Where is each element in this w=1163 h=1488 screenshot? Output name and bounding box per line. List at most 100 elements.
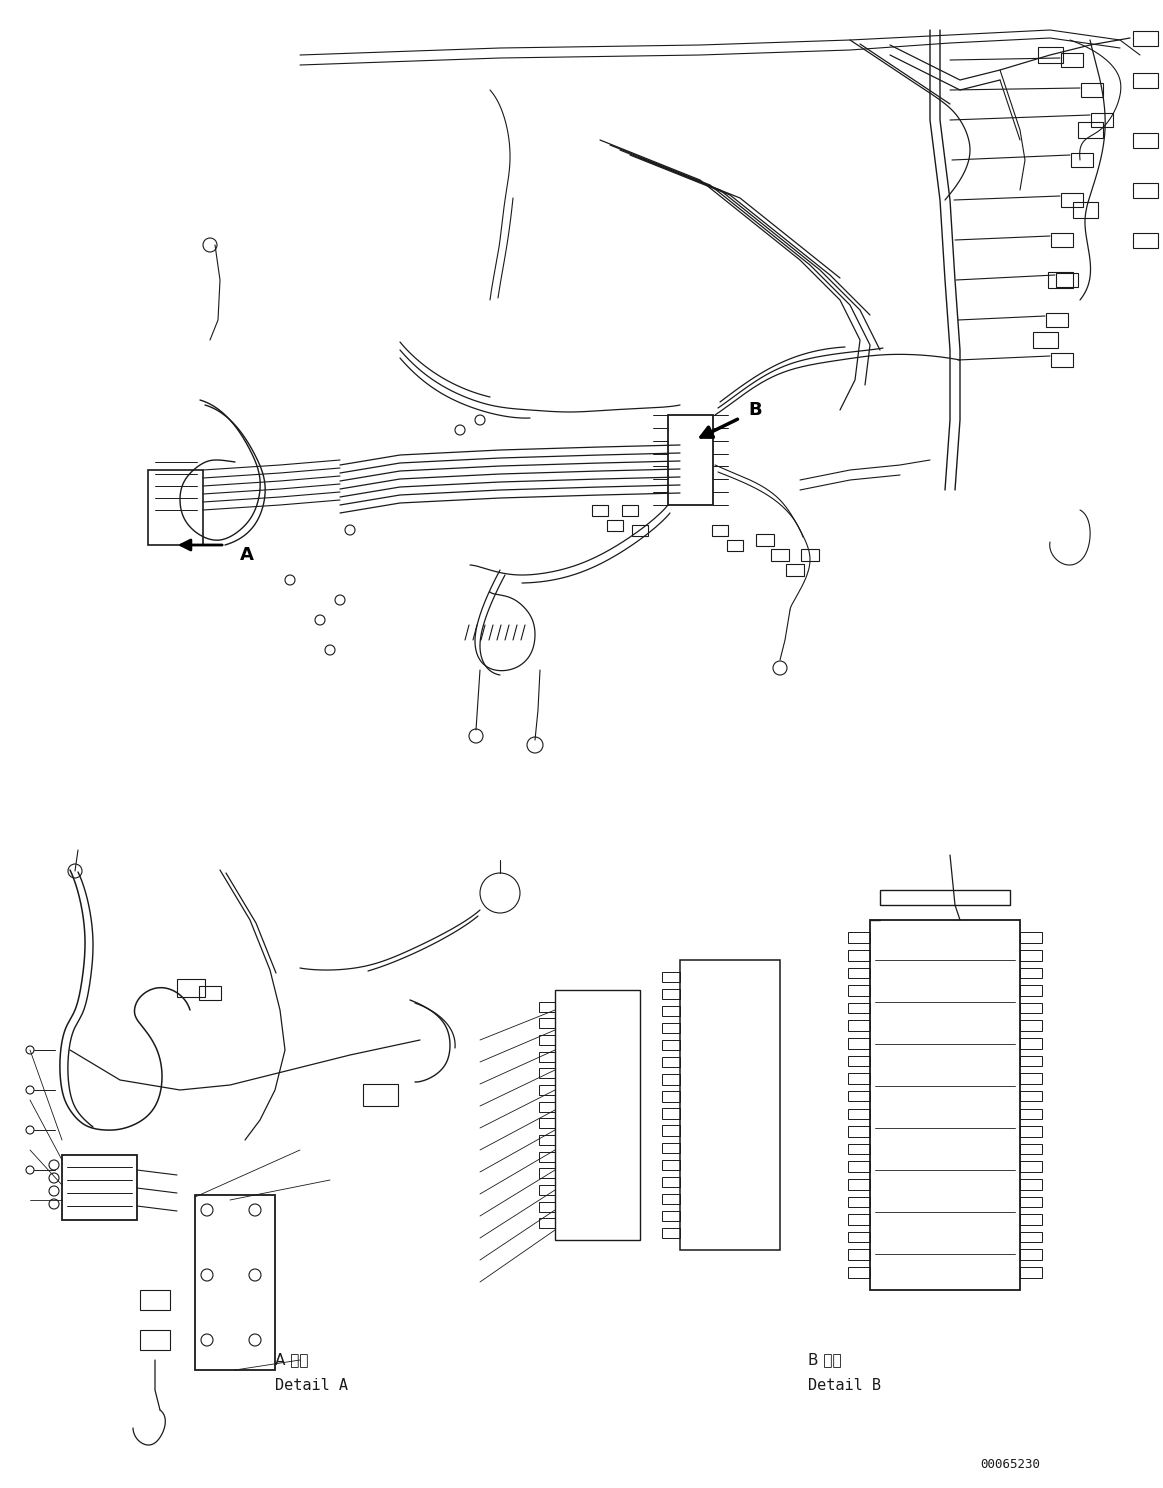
Bar — [1020, 1126, 1042, 1137]
Bar — [538, 1068, 555, 1079]
Bar — [177, 979, 205, 997]
Bar — [662, 1125, 680, 1135]
Bar — [848, 1073, 870, 1083]
Bar — [662, 1211, 680, 1222]
Bar — [538, 1018, 555, 1028]
Text: A 詳細: A 詳細 — [274, 1353, 308, 1367]
Bar — [622, 504, 638, 515]
Bar — [848, 1214, 870, 1225]
Bar — [662, 1024, 680, 1033]
Bar — [632, 524, 648, 536]
Bar — [662, 1040, 680, 1051]
Bar — [727, 540, 743, 551]
Bar — [662, 1091, 680, 1101]
Bar — [1020, 967, 1042, 978]
Bar — [848, 1250, 870, 1260]
Bar — [1077, 122, 1103, 138]
Bar — [1020, 1091, 1042, 1101]
Bar — [1020, 1161, 1042, 1173]
Bar — [662, 1177, 680, 1187]
Bar — [848, 949, 870, 961]
Bar — [538, 1001, 555, 1012]
Bar — [538, 1101, 555, 1112]
Bar — [1020, 985, 1042, 995]
Bar — [771, 549, 789, 561]
Bar — [1020, 1250, 1042, 1260]
Bar — [1133, 183, 1157, 198]
Text: Detail B: Detail B — [808, 1378, 882, 1393]
Bar — [848, 1055, 870, 1067]
Bar — [1046, 312, 1068, 327]
Bar — [662, 990, 680, 1000]
Bar — [199, 987, 221, 1000]
Bar — [756, 534, 775, 546]
Bar — [538, 1036, 555, 1045]
Bar — [538, 1184, 555, 1195]
Bar — [870, 920, 1020, 1290]
Bar — [1072, 202, 1098, 219]
Bar — [848, 1021, 870, 1031]
Bar — [1020, 1055, 1042, 1067]
Bar — [1133, 73, 1157, 88]
Bar — [848, 967, 870, 978]
Bar — [1020, 1039, 1042, 1049]
Bar — [1071, 153, 1093, 167]
Bar — [538, 1168, 555, 1178]
Bar — [1020, 1214, 1042, 1225]
Bar — [1020, 1196, 1042, 1207]
Bar — [1020, 1073, 1042, 1083]
Bar — [555, 990, 640, 1240]
Bar — [1020, 1144, 1042, 1155]
Bar — [848, 933, 870, 943]
Bar — [662, 972, 680, 982]
Bar — [1080, 83, 1103, 97]
Bar — [1020, 1232, 1042, 1242]
Bar — [848, 1268, 870, 1278]
Bar — [1061, 54, 1083, 67]
Bar — [1020, 1268, 1042, 1278]
Bar — [848, 1232, 870, 1242]
Bar — [662, 1109, 680, 1119]
Bar — [538, 1152, 555, 1162]
Bar — [1133, 232, 1157, 247]
Bar — [538, 1119, 555, 1128]
Bar — [538, 1135, 555, 1144]
Bar — [1020, 933, 1042, 943]
Bar — [848, 1003, 870, 1013]
Bar — [662, 1143, 680, 1153]
Bar — [140, 1330, 170, 1350]
Bar — [848, 1161, 870, 1173]
Bar — [880, 890, 1009, 905]
Bar — [848, 985, 870, 995]
Bar — [1061, 193, 1083, 207]
Bar — [607, 519, 623, 531]
Bar — [1020, 1109, 1042, 1119]
Bar — [538, 1085, 555, 1095]
Bar — [662, 1228, 680, 1238]
Bar — [662, 1159, 680, 1170]
Bar — [148, 470, 204, 545]
Text: B: B — [748, 400, 762, 420]
Bar — [712, 524, 728, 536]
Bar — [1048, 272, 1072, 289]
Bar — [801, 549, 819, 561]
Bar — [538, 1052, 555, 1061]
Bar — [1020, 949, 1042, 961]
Bar — [848, 1039, 870, 1049]
Text: B 詳細: B 詳細 — [808, 1353, 842, 1367]
Bar — [662, 1006, 680, 1016]
Bar — [1091, 113, 1113, 126]
Bar — [140, 1290, 170, 1309]
Bar — [848, 1196, 870, 1207]
Bar — [538, 1219, 555, 1228]
Bar — [62, 1155, 137, 1220]
Bar — [848, 1178, 870, 1189]
Bar — [1020, 1021, 1042, 1031]
Text: Detail A: Detail A — [274, 1378, 348, 1393]
Bar — [1037, 48, 1063, 62]
Bar — [1051, 234, 1073, 247]
Bar — [1020, 1178, 1042, 1189]
Bar — [1056, 272, 1078, 287]
Bar — [195, 1195, 274, 1370]
Bar — [662, 1074, 680, 1085]
